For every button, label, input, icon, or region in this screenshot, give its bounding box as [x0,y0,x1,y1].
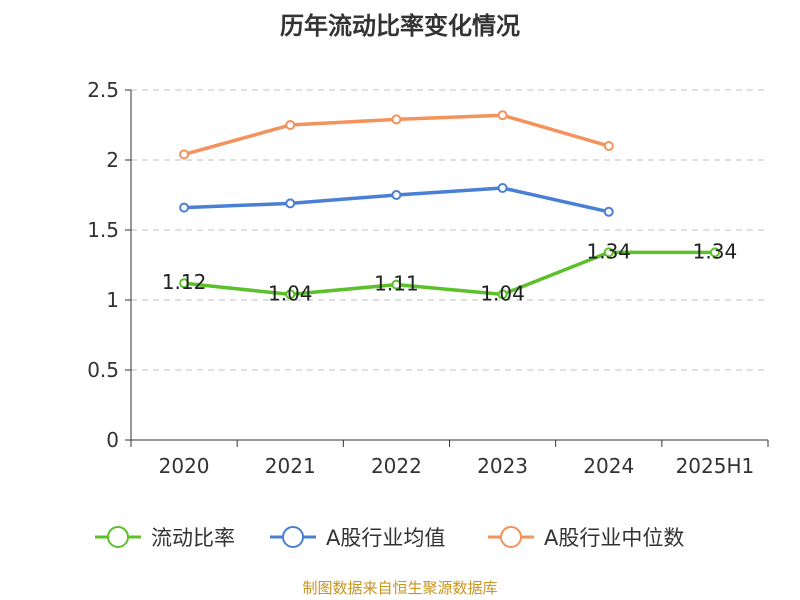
data-point[interactable] [603,247,614,258]
data-point[interactable] [391,190,402,200]
data-point[interactable] [285,198,296,209]
source-note: 制图数据来自恒生聚源数据库 [302,579,498,597]
data-label: 1.04 [268,281,313,305]
data-point[interactable] [179,202,190,213]
axes: 0 0.5 1 1.5 2 2.5 2020 2021 2022 2023 2024 2025H1 [87,78,769,478]
data-point[interactable] [497,183,508,193]
data-point[interactable] [179,278,190,289]
data-point[interactable] [179,149,190,160]
x-tick-label: 2023 [477,454,528,478]
x-tick-label: 2025H1 [676,454,755,478]
legend-label[interactable]: A股行业中位数 [544,526,684,550]
gridlines [131,89,768,371]
data-point[interactable] [709,247,720,258]
x-tick-label: 2021 [265,454,316,478]
data-point[interactable] [603,141,614,151]
data-point[interactable] [497,110,508,121]
y-tick-label: 0 [106,428,119,452]
data-label: 1.11 [374,272,419,296]
data-label: 1.12 [162,270,207,294]
data-labels: 1.12 1.04 1.11 1.04 1.34 1.34 [162,239,737,305]
y-tick-label: 0.5 [87,358,119,382]
legend-label[interactable]: A股行业均值 [326,526,445,550]
series-line [183,250,715,297]
data-point[interactable] [285,120,296,130]
x-tick-label: 2024 [583,454,634,478]
y-tick-label: 1 [106,288,119,312]
y-tick-label: 2 [106,148,119,172]
y-tick-label: 1.5 [87,218,119,242]
legend-label[interactable]: 流动比率 [151,526,235,550]
data-point[interactable] [285,289,296,300]
data-label: 1.34 [586,239,631,263]
data-label: 1.34 [693,239,738,263]
legend: 流动比率 A股行业均值 A股行业中位数 [95,526,684,550]
x-tick-label: 2022 [371,454,422,478]
data-point[interactable] [391,114,402,125]
legend-marker[interactable] [500,526,522,548]
data-point[interactable] [391,279,402,290]
data-point[interactable] [603,206,614,217]
data-label: 1.04 [480,281,525,305]
legend-marker[interactable] [107,526,129,548]
x-tick-label: 2020 [159,454,210,478]
series-lines [179,110,720,300]
legend-marker[interactable] [282,526,304,548]
y-tick-label: 2.5 [87,78,119,102]
data-point[interactable] [497,289,508,300]
chart-title: 历年流动比率变化情况 [280,12,520,40]
